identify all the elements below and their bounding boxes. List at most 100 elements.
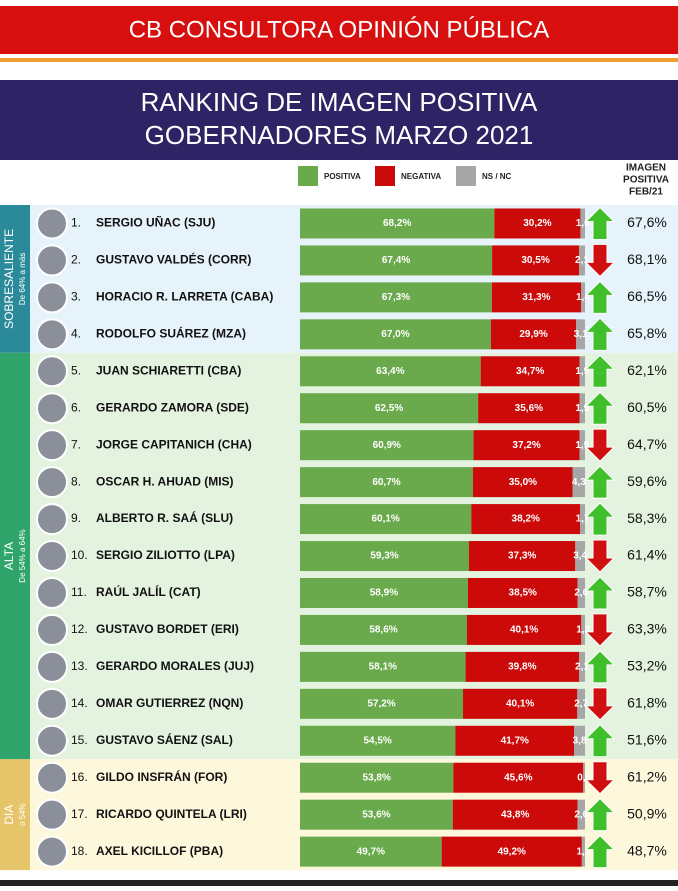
bar-segment: [465, 651, 580, 682]
arrow-up: [584, 724, 616, 758]
previous-value: 68,1%: [627, 251, 667, 267]
group-label: ALTA: [2, 542, 16, 570]
category-label: JORGE CAPITANICH (CHA): [96, 437, 252, 451]
bar-segment: [300, 762, 454, 793]
category-label: RODOLFO SUÁREZ (MZA): [96, 325, 246, 340]
value-label: 60,1%: [371, 514, 399, 525]
legend-swatch: [456, 166, 476, 186]
bar-segment: [581, 282, 585, 313]
title: RANKING DE IMAGEN POSITIVA: [141, 87, 538, 117]
category-label: SERGIO UÑAC (SJU): [96, 215, 215, 230]
legend-swatch: [375, 166, 395, 186]
bar-segment: [300, 651, 466, 682]
bar-segment: [300, 319, 491, 350]
bottom-edge: [0, 880, 678, 886]
value-label: 58,9%: [370, 588, 398, 599]
bar-segment: [478, 393, 580, 424]
arrow-up: [584, 650, 616, 684]
bar-segment: [467, 614, 582, 645]
category-label: RICARDO QUINTELA (LRI): [96, 807, 247, 821]
arrow-up: [584, 317, 616, 351]
value-label: 1,9: [575, 403, 589, 414]
arrow-up: [584, 206, 616, 240]
bar-segment: [300, 799, 453, 830]
value-label: 67,0%: [381, 329, 409, 340]
bar-segment: [575, 541, 585, 572]
bar-segment: [577, 799, 585, 830]
rank: 8.: [71, 474, 81, 488]
value-label: 30,5%: [521, 255, 549, 266]
bar-segment: [473, 430, 580, 461]
previous-value: 64,7%: [627, 436, 667, 452]
value-label: 0,6: [577, 772, 591, 783]
arrow-up: [584, 797, 616, 832]
value-label: 2,6: [574, 588, 588, 599]
rank: 5.: [71, 363, 81, 377]
value-label: 39,8%: [508, 662, 536, 673]
group-bar: [0, 205, 30, 353]
previous-value: 48,7%: [627, 842, 667, 858]
arrow-up: [584, 465, 616, 499]
bar-segment: [300, 208, 495, 239]
value-label: 68,2%: [383, 218, 411, 229]
value-label: 35,6%: [515, 403, 543, 414]
previous-value: 50,9%: [627, 805, 667, 821]
category-label: GUSTAVO BORDET (ERI): [96, 622, 239, 636]
category-label: OSCAR H. AHUAD (MIS): [96, 474, 234, 488]
bar-segment: [300, 245, 493, 276]
bar-segment: [490, 319, 577, 350]
value-label: 53,8%: [362, 772, 390, 783]
category-label: HORACIO R. LARRETA (CABA): [96, 290, 273, 304]
previous-value: 51,6%: [627, 731, 667, 747]
value-label: 1,3: [576, 625, 590, 636]
rank: 15.: [71, 733, 88, 747]
previous-value: 61,8%: [627, 695, 667, 711]
bar-segment: [455, 725, 575, 756]
bar-segment: [574, 725, 585, 756]
previous-value: 61,2%: [627, 768, 667, 784]
arrow-down: [584, 687, 616, 721]
value-label: 2,1: [575, 662, 589, 673]
value-label: 62,5%: [375, 403, 403, 414]
value-label: 67,4%: [382, 255, 410, 266]
value-label: 1,1: [576, 846, 590, 857]
bar-segment: [491, 282, 582, 313]
arrow-down: [584, 539, 616, 573]
bar-segment: [469, 541, 576, 572]
rank: 1.: [71, 216, 81, 230]
value-label: 34,7%: [516, 366, 544, 377]
value-label: 3,4: [573, 551, 587, 562]
bar-segment: [300, 541, 470, 572]
value-label: 60,7%: [372, 477, 400, 488]
value-label: 4,3: [572, 477, 586, 488]
value-label: 40,1%: [510, 625, 538, 636]
bar-segment: [300, 577, 468, 608]
bar-segment: [494, 208, 581, 239]
previous-value: 60,5%: [627, 399, 667, 415]
previous-header: IMAGEN: [626, 163, 666, 174]
value-label: 49,2%: [498, 846, 526, 857]
category-label: GERARDO MORALES (JUJ): [96, 659, 254, 673]
bar-segment: [300, 393, 479, 424]
bar-segment: [583, 762, 585, 793]
value-label: 1,7: [576, 514, 590, 525]
category-label: GERARDO ZAMORA (SDE): [96, 400, 249, 414]
value-label: 2,7: [574, 698, 588, 709]
bar-segment: [577, 577, 585, 608]
photo: [36, 650, 68, 683]
bar-segment: [579, 430, 585, 461]
category-label: AXEL KICILLOF (PBA): [96, 844, 223, 858]
value-label: 3,8: [573, 735, 587, 746]
rank: 11.: [71, 585, 87, 599]
previous-value: 61,4%: [627, 547, 667, 563]
bar-segment: [579, 245, 585, 276]
previous-value: 63,3%: [627, 621, 667, 637]
value-label: 29,9%: [519, 329, 547, 340]
value-label: 38,5%: [509, 588, 537, 599]
photo: [36, 466, 68, 499]
value-label: 30,2%: [523, 218, 551, 229]
value-label: 1,6: [576, 218, 590, 229]
header-stripe: [0, 58, 678, 62]
arrow-up: [584, 502, 616, 536]
